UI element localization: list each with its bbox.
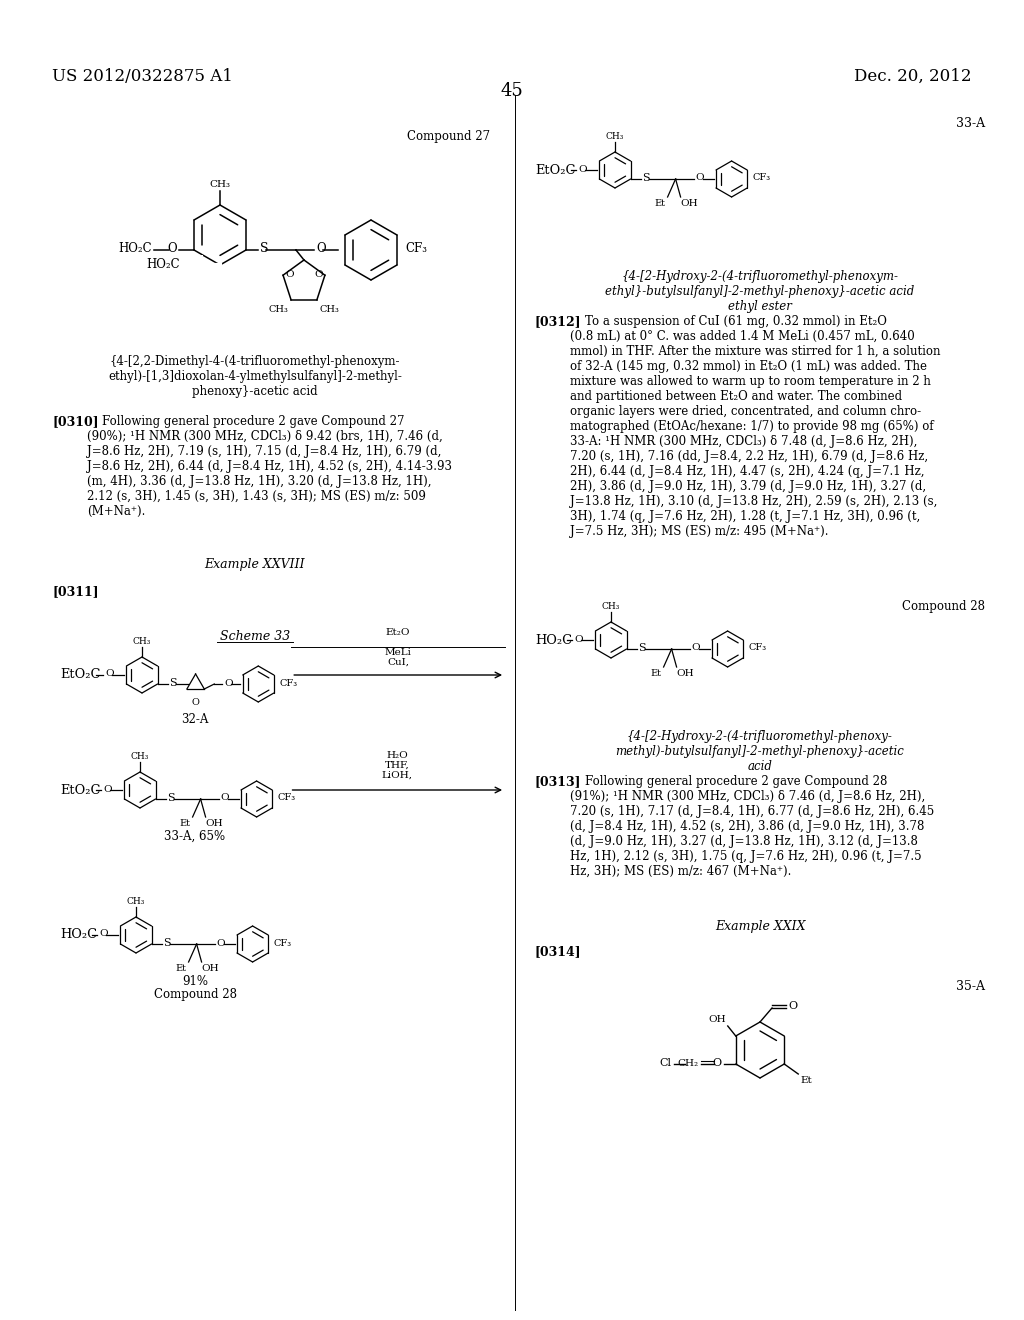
- Text: HO₂C: HO₂C: [535, 634, 572, 647]
- Text: CH₃: CH₃: [210, 180, 230, 189]
- Text: O: O: [713, 1059, 722, 1068]
- Text: CF₃: CF₃: [753, 173, 771, 182]
- Text: LiOH,: LiOH,: [382, 771, 413, 780]
- Text: [0314]: [0314]: [535, 945, 582, 958]
- Text: O: O: [578, 165, 587, 173]
- Text: S: S: [168, 793, 175, 803]
- Text: O: O: [314, 269, 323, 279]
- Text: {4-[2,2-Dimethyl-4-(4-trifluoromethyl-phenoxym-
ethyl)-[1,3]dioxolan-4-ylmethyls: {4-[2,2-Dimethyl-4-(4-trifluoromethyl-ph…: [109, 355, 402, 399]
- Text: S: S: [639, 643, 646, 653]
- Text: Et₂O: Et₂O: [386, 628, 411, 638]
- Text: O: O: [194, 257, 203, 271]
- Text: THF,: THF,: [385, 762, 410, 770]
- Text: O: O: [695, 173, 705, 182]
- Text: Et: Et: [650, 669, 662, 678]
- Text: Cl: Cl: [659, 1059, 672, 1068]
- Text: Compound 28: Compound 28: [902, 601, 985, 612]
- Text: CH₃: CH₃: [319, 305, 340, 314]
- Text: O: O: [99, 929, 108, 939]
- Text: O: O: [217, 939, 225, 948]
- Text: 35-A: 35-A: [956, 979, 985, 993]
- Text: CH₃: CH₃: [133, 638, 152, 645]
- Text: Following general procedure 2 gave Compound 28
(91%); ¹H NMR (300 MHz, CDCl₃) δ : Following general procedure 2 gave Compo…: [570, 775, 934, 878]
- Text: O: O: [167, 243, 177, 256]
- Text: 32-A: 32-A: [181, 713, 209, 726]
- Text: S: S: [260, 243, 268, 256]
- Text: EtO₂C: EtO₂C: [60, 784, 100, 796]
- Text: O: O: [574, 635, 583, 644]
- Text: CF₃: CF₃: [280, 678, 297, 688]
- Text: O: O: [316, 243, 326, 256]
- Text: 45: 45: [501, 82, 523, 100]
- Text: Compound 27: Compound 27: [407, 129, 490, 143]
- Text: H₂O: H₂O: [386, 751, 409, 760]
- Text: CuI,: CuI,: [387, 657, 410, 667]
- Text: CH₃: CH₃: [606, 132, 625, 141]
- Text: OH: OH: [681, 199, 698, 209]
- Text: Compound 28: Compound 28: [154, 987, 237, 1001]
- Text: OH: OH: [202, 964, 219, 973]
- Text: S: S: [643, 173, 650, 183]
- Text: CH₃: CH₃: [268, 305, 288, 314]
- Text: OH: OH: [677, 669, 694, 678]
- Text: CH₃: CH₃: [127, 898, 145, 906]
- Text: OH: OH: [206, 818, 223, 828]
- Text: MeLi: MeLi: [385, 648, 412, 657]
- Text: {4-[2-Hydroxy-2-(4-trifluoromethyl-phenoxym-
ethyl}-butylsulfanyl]-2-methyl-phen: {4-[2-Hydroxy-2-(4-trifluoromethyl-pheno…: [605, 271, 914, 313]
- Text: 33-A: 33-A: [955, 117, 985, 129]
- Text: Et: Et: [800, 1076, 812, 1085]
- Text: S: S: [170, 678, 177, 688]
- Text: Et: Et: [175, 964, 186, 973]
- Text: [0311]: [0311]: [52, 585, 98, 598]
- Text: CH₂: CH₂: [678, 1059, 698, 1068]
- Text: O: O: [191, 698, 200, 708]
- Text: O: O: [285, 269, 294, 279]
- Text: HO₂C: HO₂C: [146, 257, 180, 271]
- Text: CF₃: CF₃: [273, 939, 292, 948]
- Text: Dec. 20, 2012: Dec. 20, 2012: [854, 69, 972, 84]
- Text: O: O: [224, 678, 232, 688]
- Text: O: O: [220, 793, 229, 803]
- Text: 91%: 91%: [182, 975, 208, 987]
- Text: [0312]: [0312]: [535, 315, 582, 327]
- Text: O: O: [103, 784, 112, 793]
- Text: 33-A, 65%: 33-A, 65%: [165, 830, 225, 843]
- Text: S: S: [164, 939, 171, 948]
- Text: CH₃: CH₃: [602, 602, 621, 611]
- Text: CF₃: CF₃: [749, 644, 767, 652]
- Text: Example XXVIII: Example XXVIII: [205, 558, 305, 572]
- Text: US 2012/0322875 A1: US 2012/0322875 A1: [52, 69, 232, 84]
- Text: Et: Et: [179, 818, 190, 828]
- Text: EtO₂C: EtO₂C: [60, 668, 100, 681]
- Text: HO₂C: HO₂C: [119, 243, 152, 256]
- Text: O: O: [691, 644, 700, 652]
- Text: O: O: [788, 1001, 797, 1011]
- Text: EtO₂C: EtO₂C: [535, 164, 575, 177]
- Text: O: O: [105, 669, 114, 678]
- Text: OH: OH: [709, 1015, 726, 1024]
- Text: CH₃: CH₃: [131, 752, 150, 762]
- Text: {4-[2-Hydroxy-2-(4-trifluoromethyl-phenoxy-
methyl)-butylsulfanyl]-2-methyl-phen: {4-[2-Hydroxy-2-(4-trifluoromethyl-pheno…: [615, 730, 904, 774]
- Text: [0313]: [0313]: [535, 775, 582, 788]
- Text: Following general procedure 2 gave Compound 27
(90%); ¹H NMR (300 MHz, CDCl₃) δ : Following general procedure 2 gave Compo…: [87, 414, 452, 517]
- Text: To a suspension of CuI (61 mg, 0.32 mmol) in Et₂O
(0.8 mL) at 0° C. was added 1.: To a suspension of CuI (61 mg, 0.32 mmol…: [570, 315, 940, 539]
- Text: Scheme 33: Scheme 33: [220, 630, 290, 643]
- Text: CF₃: CF₃: [278, 793, 296, 803]
- Text: [0310]: [0310]: [52, 414, 98, 428]
- Text: CF₃: CF₃: [404, 242, 427, 255]
- Text: Example XXIX: Example XXIX: [715, 920, 805, 933]
- Text: HO₂C: HO₂C: [60, 928, 97, 941]
- Text: Et: Et: [654, 199, 666, 209]
